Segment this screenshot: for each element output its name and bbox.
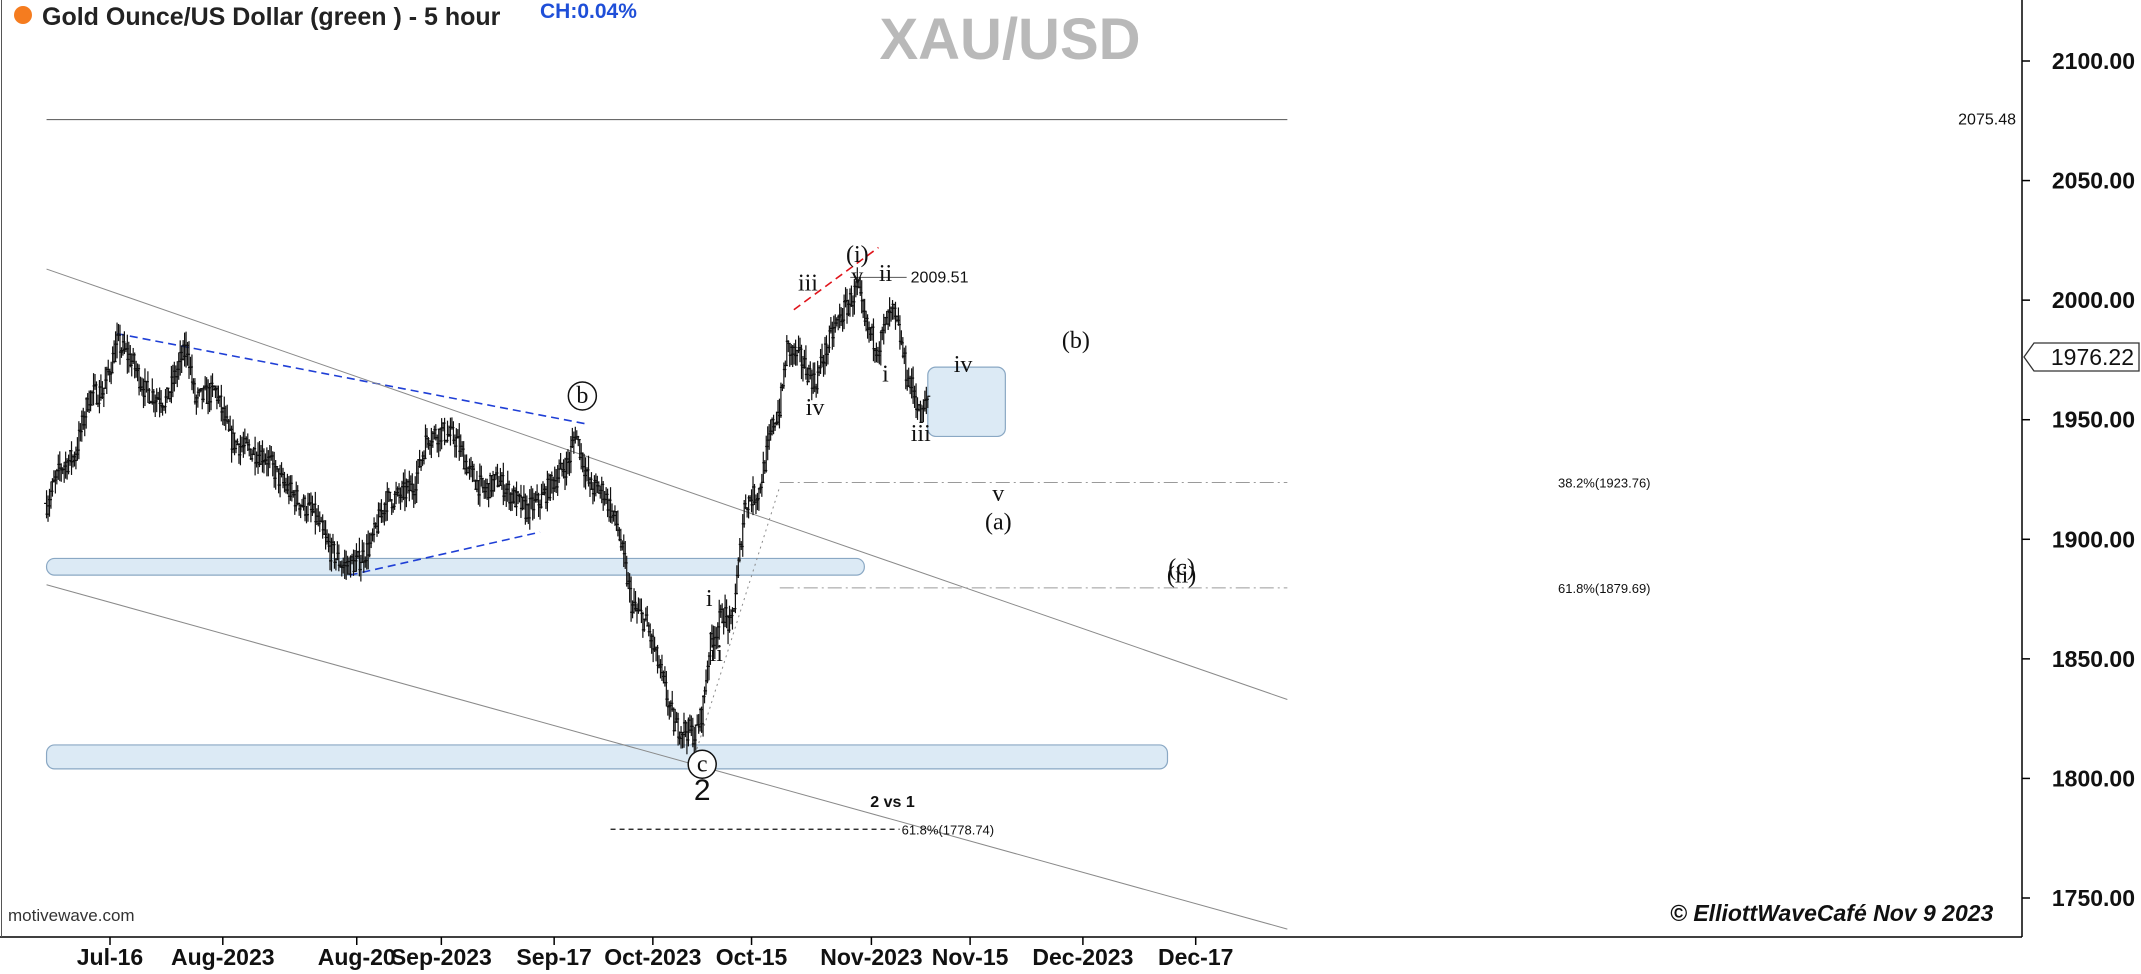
candlestick-series: [44, 267, 931, 755]
wave-label-6: iii: [911, 421, 931, 447]
current-price-label: 1976.22: [2051, 344, 2134, 370]
wave-label-0: (i): [846, 242, 869, 268]
support-zone-0: [45, 557, 865, 576]
symbol-watermark: XAU/USD: [879, 7, 1141, 72]
level-label-3: 61.8%(1879.69): [1558, 581, 1651, 596]
wave-label-11: (c): [1168, 555, 1195, 581]
wave-label-9: v: [992, 481, 1004, 507]
x-tick-label: Oct-15: [716, 944, 788, 970]
trendline-blue-1: [349, 531, 541, 576]
y-tick-label: 2050.00: [2052, 168, 2135, 194]
x-tick-label: Nov-2023: [820, 944, 922, 970]
trendline-gray-5: [694, 486, 781, 755]
wave-label-5: i: [882, 361, 889, 387]
plot-area: [0, 0, 2022, 937]
chart-background-layer: [0, 0, 2022, 937]
wave-label-7: iv: [954, 352, 973, 378]
x-tick-label: Oct-2023: [604, 944, 701, 970]
wave-label-8: (b): [1062, 328, 1090, 354]
trendline-red-2: [793, 246, 879, 311]
x-tick-label: Dec-2023: [1032, 944, 1133, 970]
wave-label-18: 2 vs 1: [870, 794, 915, 811]
x-tick-label: Dec-17: [1158, 944, 1233, 970]
y-tick-label: 1900.00: [2052, 526, 2135, 552]
source-watermark: motivewave.com: [8, 906, 135, 925]
wave-label-10: (a): [985, 510, 1012, 536]
chart-instrument-title: Gold Ounce/US Dollar (green ) - 5 hour: [42, 3, 501, 31]
trendline-blue-0: [116, 332, 590, 426]
support-zones: [45, 366, 1169, 770]
wave-label-14: c: [697, 751, 708, 777]
level-label-4: 61.8%(1778.74): [902, 822, 995, 837]
level-label-1: 2009.51: [911, 269, 969, 286]
x-tick-label: Nov-15: [932, 944, 1009, 970]
y-tick-label: 1750.00: [2052, 885, 2135, 911]
y-tick-label: 1950.00: [2052, 407, 2135, 433]
wave-label-15: 2: [694, 774, 711, 807]
wave-label-17: ii: [710, 641, 724, 667]
x-tick-label: Sep-2023: [391, 944, 492, 970]
level-label-2: 38.2%(1923.76): [1558, 475, 1651, 490]
level-label-0: 2075.48: [1958, 112, 2016, 129]
x-tick-label: Jul-16: [77, 944, 143, 970]
trendline-gray-3: [46, 268, 1288, 700]
wave-label-2: ii: [879, 261, 893, 287]
trendlines-layer: [46, 246, 1288, 930]
x-tick-label: Sep-17: [516, 944, 591, 970]
price-change-label: CH:0.04%: [540, 0, 637, 23]
wave-label-12: (ii): [1167, 562, 1196, 588]
x-tick-label: Aug-20: [318, 944, 396, 970]
status-dot-icon: [14, 6, 32, 24]
price-levels-layer: 2075.48 2009.51 38.2%(1923.76) 61.8%(1879.6…: [46, 109, 2019, 837]
wave-label-1: v: [851, 263, 863, 289]
support-zone-1: [45, 744, 1169, 770]
candle: [925, 395, 931, 409]
wave-label-16: i: [706, 586, 713, 612]
wave-circle-14: [687, 749, 717, 780]
y-tick-label: 1850.00: [2052, 646, 2135, 672]
wave-label-3: iii: [798, 271, 818, 297]
copyright-watermark: © ElliottWaveCafé Nov 9 2023: [1670, 900, 1994, 926]
y-tick-label: 2100.00: [2052, 48, 2135, 74]
wave-circle-13: [567, 381, 598, 411]
trendline-gray-4: [46, 584, 1288, 930]
y-tick-label: 2000.00: [2052, 287, 2135, 313]
current-price-tag: [2023, 342, 2140, 372]
wave-label-13: b: [576, 383, 588, 409]
y-tick-label: 1800.00: [2052, 765, 2135, 791]
x-tick-label: Aug-2023: [171, 944, 275, 970]
wave-label-4: iv: [806, 395, 825, 421]
